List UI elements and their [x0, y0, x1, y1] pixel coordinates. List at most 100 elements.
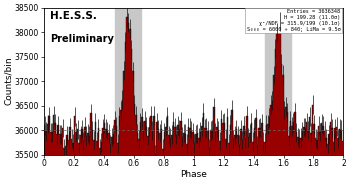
Bar	[246, 116, 247, 155]
Bar	[303, 127, 304, 155]
Bar	[322, 126, 324, 155]
Bar	[173, 122, 174, 155]
Bar	[65, 146, 66, 155]
Text: Entries = 3636348
H = 199.28 (11.0σ)
χ²/NDF = 315.9/199 (10.1σ)
S₀₀₀ = 6000 ÷ 84: Entries = 3636348 H = 199.28 (11.0σ) χ²/…	[247, 9, 341, 31]
Y-axis label: Counts/bin: Counts/bin	[4, 57, 13, 105]
Bar	[153, 115, 155, 155]
Bar	[288, 136, 289, 155]
Bar	[291, 126, 293, 155]
Bar	[284, 110, 285, 155]
Bar	[134, 104, 135, 155]
Bar	[116, 8, 141, 155]
Bar	[219, 141, 220, 155]
Bar	[71, 139, 72, 155]
Bar	[270, 104, 272, 155]
Bar	[143, 131, 144, 155]
Bar	[273, 75, 274, 155]
Bar	[141, 117, 143, 155]
Bar	[140, 122, 141, 155]
Bar	[50, 132, 51, 155]
Bar	[150, 116, 152, 155]
Text: Preliminary: Preliminary	[50, 34, 114, 44]
Bar	[149, 127, 150, 155]
Bar	[156, 122, 158, 155]
Bar	[249, 133, 251, 155]
Bar	[116, 126, 117, 155]
Bar	[165, 127, 167, 155]
Bar	[146, 127, 147, 155]
Bar	[234, 135, 236, 155]
Bar	[135, 115, 137, 155]
Bar	[320, 132, 321, 155]
Bar	[69, 127, 71, 155]
Bar	[299, 138, 300, 155]
Bar	[339, 129, 341, 155]
Bar	[80, 135, 81, 155]
Bar	[167, 116, 168, 155]
Bar	[261, 123, 262, 155]
X-axis label: Phase: Phase	[180, 170, 207, 179]
Bar	[324, 131, 326, 155]
Bar	[107, 131, 108, 155]
Bar	[178, 129, 180, 155]
Bar	[258, 128, 260, 155]
Bar	[86, 136, 87, 155]
Bar	[158, 129, 159, 155]
Bar	[183, 133, 185, 155]
Bar	[99, 148, 101, 155]
Bar	[253, 128, 255, 155]
Bar	[72, 143, 74, 155]
Bar	[188, 127, 189, 155]
Bar	[264, 142, 266, 155]
Bar	[54, 123, 56, 155]
Bar	[210, 130, 212, 155]
Bar	[93, 140, 95, 155]
Bar	[327, 144, 329, 155]
Bar	[60, 135, 62, 155]
Bar	[186, 144, 188, 155]
Bar	[101, 142, 102, 155]
Bar	[247, 137, 249, 155]
Bar	[282, 74, 284, 155]
Bar	[220, 119, 222, 155]
Bar	[56, 135, 57, 155]
Bar	[191, 130, 192, 155]
Bar	[315, 138, 316, 155]
Bar	[245, 139, 246, 155]
Bar	[108, 133, 110, 155]
Bar	[341, 130, 342, 155]
Bar	[304, 128, 306, 155]
Bar	[125, 42, 126, 155]
Bar	[102, 128, 104, 155]
Bar	[231, 110, 233, 155]
Bar	[279, 22, 281, 155]
Bar	[297, 137, 299, 155]
Bar	[152, 130, 153, 155]
Bar	[316, 140, 318, 155]
Bar	[66, 135, 68, 155]
Bar	[77, 129, 78, 155]
Bar	[321, 124, 322, 155]
Bar	[294, 112, 295, 155]
Bar	[170, 138, 171, 155]
Bar	[114, 120, 116, 155]
Bar	[195, 134, 197, 155]
Bar	[318, 126, 320, 155]
Bar	[197, 133, 198, 155]
Bar	[177, 125, 178, 155]
Bar	[213, 107, 215, 155]
Bar	[226, 117, 228, 155]
Bar	[147, 136, 149, 155]
Bar	[164, 132, 165, 155]
Bar	[63, 148, 65, 155]
Bar	[123, 71, 125, 155]
Bar	[233, 139, 234, 155]
Bar	[137, 133, 138, 155]
Bar	[337, 138, 339, 155]
Bar	[128, 23, 129, 155]
Bar	[174, 127, 176, 155]
Bar	[198, 138, 200, 155]
Bar	[180, 121, 182, 155]
Text: H.E.S.S.: H.E.S.S.	[50, 11, 97, 21]
Bar	[216, 127, 218, 155]
